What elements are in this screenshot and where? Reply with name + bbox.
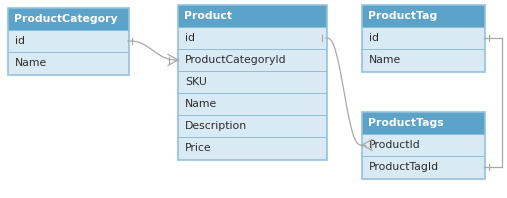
FancyBboxPatch shape	[178, 115, 326, 137]
Text: ProductId: ProductId	[369, 140, 421, 150]
FancyBboxPatch shape	[362, 5, 484, 27]
Text: ProductTag: ProductTag	[368, 11, 437, 21]
Text: ProductTagId: ProductTagId	[369, 162, 439, 172]
FancyBboxPatch shape	[362, 156, 484, 178]
FancyBboxPatch shape	[178, 93, 326, 115]
FancyBboxPatch shape	[8, 8, 128, 30]
FancyBboxPatch shape	[362, 112, 484, 134]
FancyBboxPatch shape	[178, 27, 326, 49]
Text: id: id	[369, 33, 379, 43]
Text: ProductTags: ProductTags	[368, 118, 444, 128]
Text: SKU: SKU	[185, 77, 207, 87]
Text: Description: Description	[185, 121, 247, 131]
Text: id: id	[185, 33, 195, 43]
Text: Name: Name	[185, 99, 218, 109]
Text: Product: Product	[184, 11, 232, 21]
FancyBboxPatch shape	[178, 137, 326, 159]
FancyBboxPatch shape	[8, 30, 128, 52]
FancyBboxPatch shape	[178, 5, 326, 27]
FancyBboxPatch shape	[8, 52, 128, 74]
FancyBboxPatch shape	[362, 49, 484, 71]
Text: ProductCategory: ProductCategory	[14, 14, 118, 24]
Text: Price: Price	[185, 143, 211, 153]
Text: Name: Name	[369, 55, 401, 65]
Text: Name: Name	[15, 58, 47, 68]
FancyBboxPatch shape	[362, 27, 484, 49]
FancyBboxPatch shape	[362, 134, 484, 156]
FancyBboxPatch shape	[178, 71, 326, 93]
Text: ProductCategoryId: ProductCategoryId	[185, 55, 286, 65]
Text: id: id	[15, 36, 25, 46]
FancyBboxPatch shape	[178, 49, 326, 71]
